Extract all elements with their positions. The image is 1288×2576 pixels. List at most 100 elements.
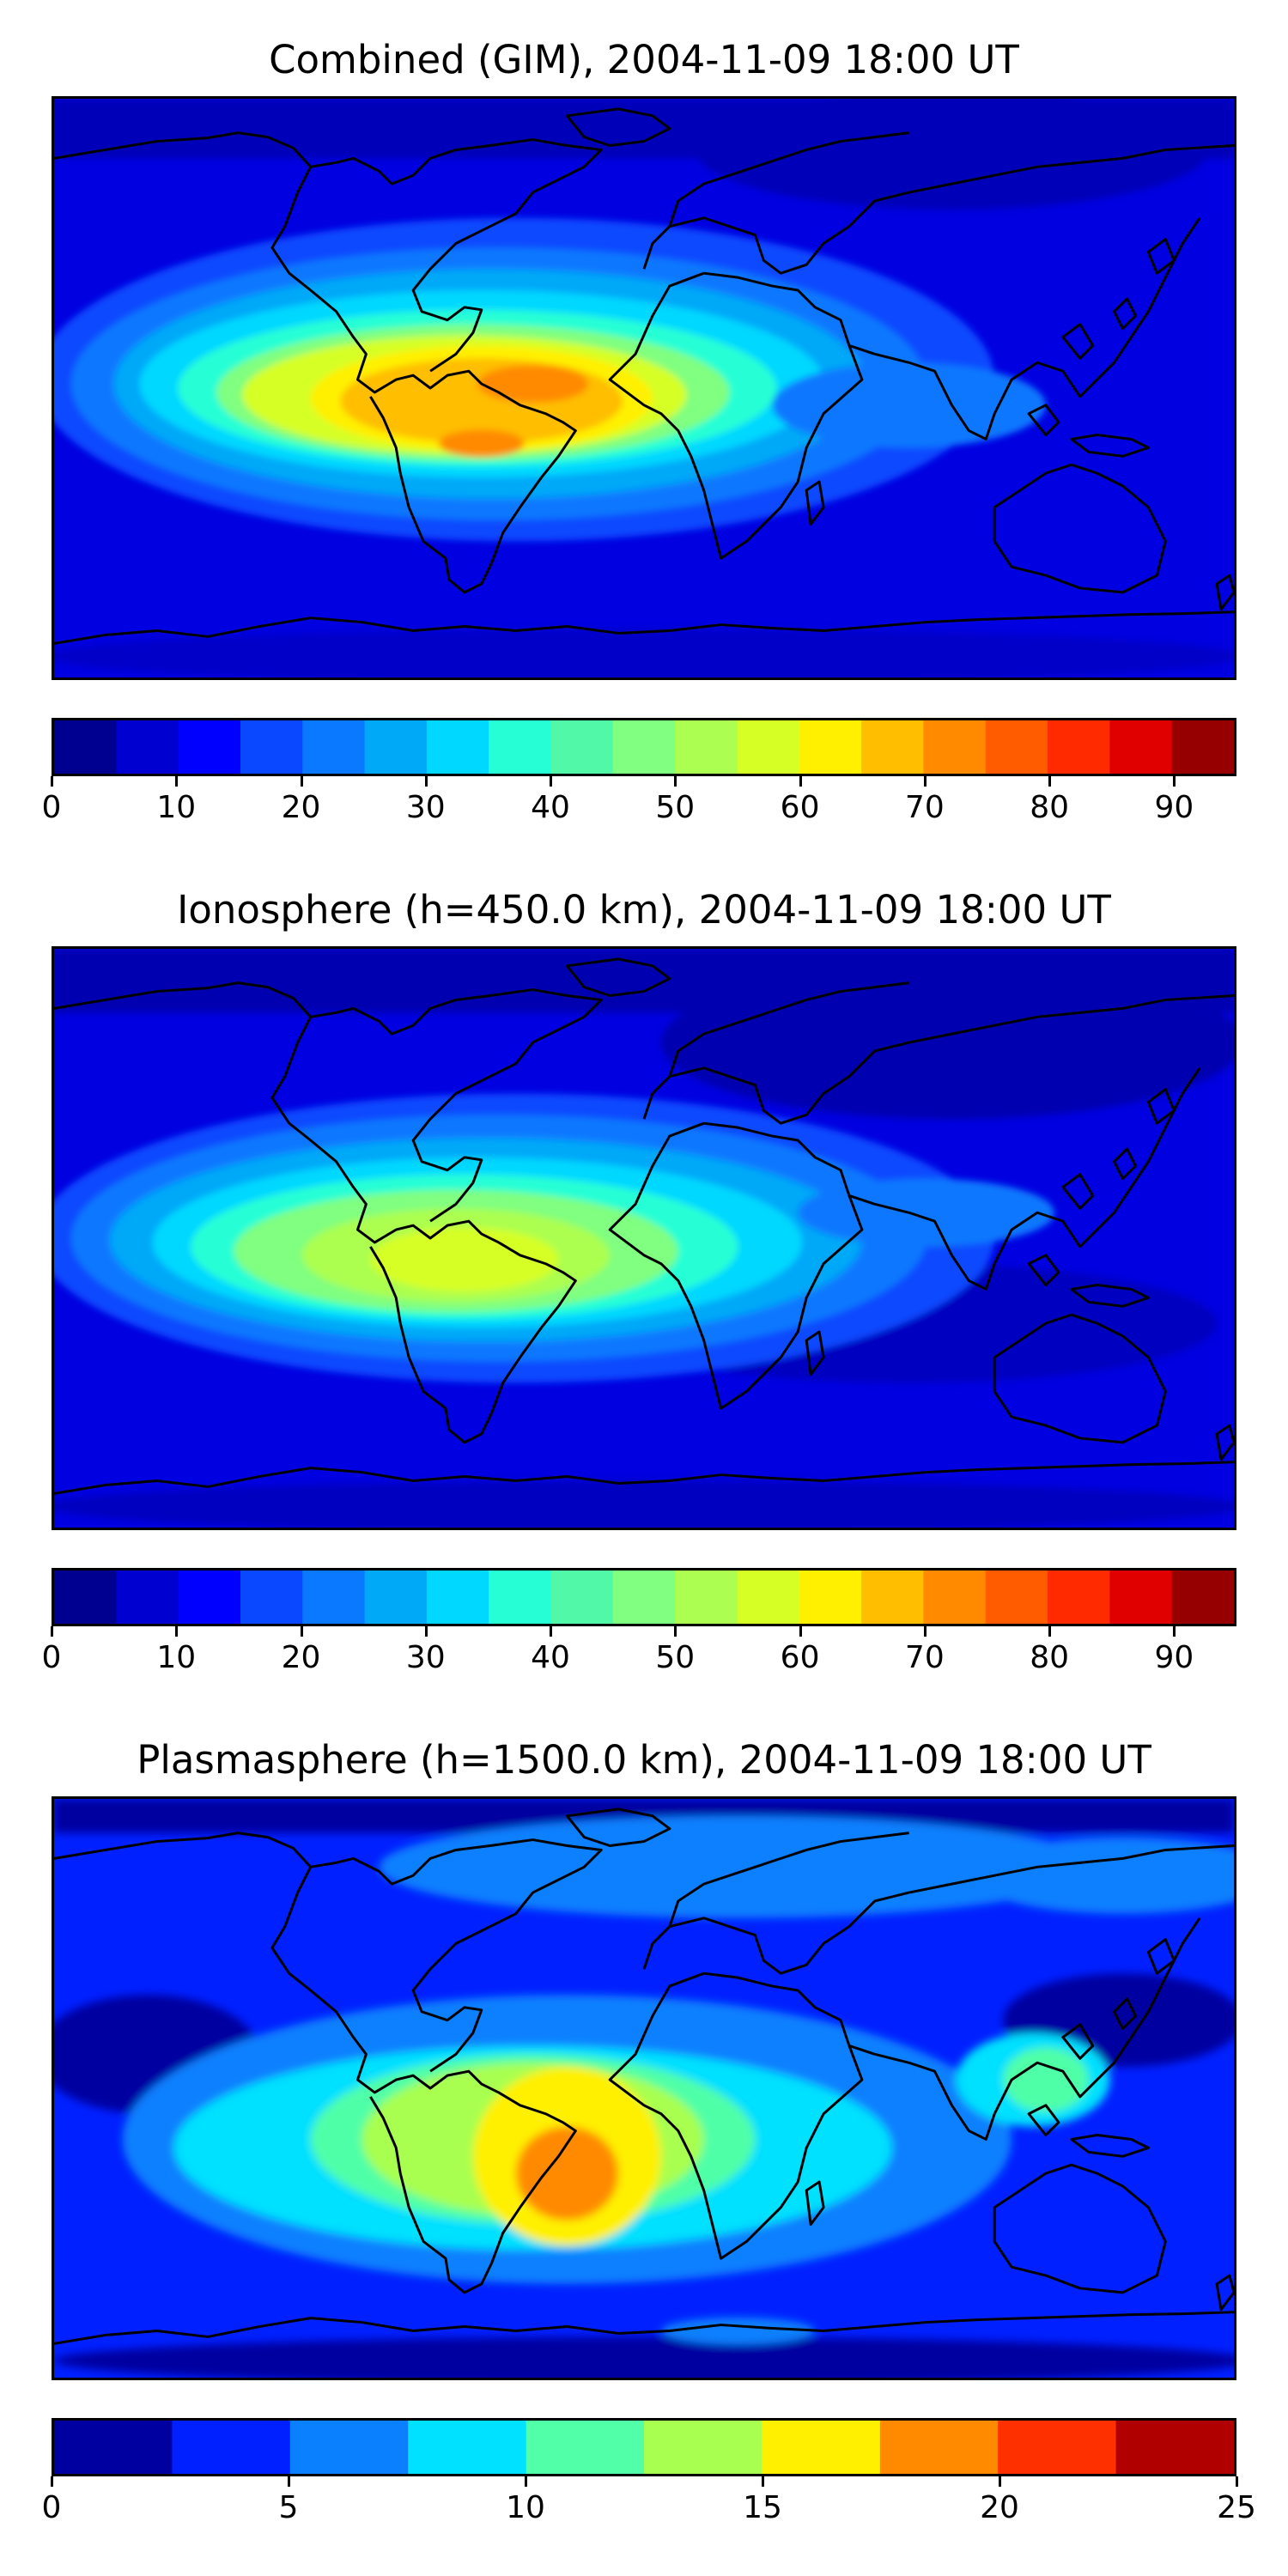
colorbar-segment	[550, 720, 614, 774]
colorbar-tick-label: 60	[780, 790, 820, 825]
colorbar-tick	[1048, 1626, 1052, 1637]
colorbar-segment	[737, 720, 800, 774]
panel-2-map	[52, 946, 1236, 1530]
colorbar-tick-label: 70	[904, 1640, 945, 1675]
panel-1-colorbar	[52, 718, 1236, 776]
colorbar-tick-label: 60	[780, 1640, 820, 1675]
panel-3-title: Plasmasphere (h=1500.0 km), 2004-11-09 1…	[137, 1737, 1151, 1783]
colorbar-tick	[923, 1626, 927, 1637]
panel-1-map	[52, 96, 1236, 680]
colorbar-tick	[799, 1626, 802, 1637]
colorbar-segment	[178, 720, 241, 774]
panel-1-title: Combined (GIM), 2004-11-09 18:00 UT	[269, 37, 1019, 82]
colorbar-tick-label: 0	[41, 1640, 62, 1675]
colorbar-tick-label: 80	[1030, 1640, 1069, 1675]
colorbar-tick	[1236, 2476, 1238, 2487]
colorbar-segment	[675, 1571, 738, 1624]
colorbar-segment	[985, 720, 1048, 774]
colorbar-tick	[550, 1626, 553, 1637]
colorbar-tick-label: 0	[41, 2490, 62, 2525]
colorbar-tick	[999, 2476, 1001, 2487]
colorbar-tick	[799, 776, 802, 787]
panel-2-title: Ionosphere (h=450.0 km), 2004-11-09 18:0…	[177, 887, 1111, 933]
colorbar-segment	[54, 2421, 173, 2474]
colorbar-tick	[762, 2476, 764, 2487]
colorbar-tick	[51, 776, 53, 787]
colorbar-tick-label: 70	[904, 790, 945, 825]
colorbar-segment	[998, 2421, 1117, 2474]
colorbar-tick	[1173, 1626, 1176, 1637]
colorbar-tick	[424, 1626, 428, 1637]
colorbar-segment	[526, 2421, 645, 2474]
colorbar-tick	[1173, 776, 1176, 787]
colorbar-tick	[1048, 776, 1052, 787]
colorbar-segment	[408, 2421, 527, 2474]
colorbar-segment	[879, 2421, 999, 2474]
colorbar-tick-label: 5	[278, 2490, 299, 2525]
colorbar-segment	[426, 720, 489, 774]
colorbar-segment	[1109, 1571, 1173, 1624]
colorbar-segment	[644, 2421, 762, 2474]
colorbar-tick-label: 40	[531, 790, 570, 825]
colorbar-tick-label: 20	[980, 2490, 1019, 2525]
colorbar-tick	[51, 1626, 53, 1637]
colorbar-segment	[612, 1571, 676, 1624]
panel-3-colorbar	[52, 2418, 1236, 2476]
colorbar-tick	[550, 776, 553, 787]
colorbar-segment	[426, 1571, 489, 1624]
colorbar-segment	[289, 2421, 409, 2474]
colorbar-tick-label: 80	[1030, 790, 1069, 825]
colorbar-segment	[364, 1571, 428, 1624]
colorbar-tick-label: 20	[281, 790, 321, 825]
colorbar-tick-label: 20	[281, 1640, 321, 1675]
colorbar-segment	[985, 1571, 1048, 1624]
colorbar-tick	[300, 776, 303, 787]
colorbar-tick	[674, 776, 677, 787]
colorbar-segment	[737, 1571, 800, 1624]
colorbar-segment	[1171, 720, 1234, 774]
colorbar-segment	[762, 2421, 881, 2474]
colorbar-tick-label: 15	[743, 2490, 782, 2525]
colorbar-segment	[116, 1571, 179, 1624]
colorbar-segment	[1109, 720, 1173, 774]
panel-3-colorbar-ticks: 0 5 10 15 20 25	[42, 2476, 1256, 2528]
panel-3-map	[52, 1796, 1236, 2380]
colorbar-tick-label: 10	[156, 1640, 197, 1675]
panel-2-colorbar	[52, 1568, 1236, 1626]
colorbar-tick-label: 10	[506, 2490, 545, 2525]
colorbar-tick	[525, 2476, 527, 2487]
colorbar-segment	[172, 2421, 291, 2474]
colorbar-segment	[1171, 1571, 1234, 1624]
colorbar-segment	[489, 720, 552, 774]
colorbar-segment	[550, 1571, 614, 1624]
colorbar-tick-label: 50	[655, 790, 696, 825]
colorbar-tick-label: 25	[1217, 2490, 1256, 2525]
colorbar-tick-label: 50	[655, 1640, 696, 1675]
colorbar-tick-label: 40	[531, 1640, 570, 1675]
colorbar-segment	[1115, 2421, 1234, 2474]
colorbar-tick-label: 30	[405, 790, 446, 825]
colorbar-segment	[54, 1571, 117, 1624]
colorbar-tick	[175, 1626, 179, 1637]
colorbar-segment	[923, 1571, 987, 1624]
colorbar-segment	[799, 1571, 862, 1624]
colorbar-tick-label: 90	[1154, 790, 1194, 825]
colorbar-segment	[861, 1571, 924, 1624]
colorbar-tick-label: 0	[41, 790, 62, 825]
colorbar-segment	[799, 720, 862, 774]
colorbar-segment	[302, 720, 366, 774]
colorbar-tick	[175, 776, 179, 787]
colorbar-segment	[116, 720, 179, 774]
colorbar-segment	[302, 1571, 366, 1624]
colorbar-segment	[364, 720, 428, 774]
colorbar-segment	[923, 720, 987, 774]
colorbar-tick	[424, 776, 428, 787]
colorbar-segment	[1048, 720, 1110, 774]
colorbar-segment	[489, 1571, 552, 1624]
colorbar-segment	[675, 720, 738, 774]
colorbar-segment	[612, 720, 676, 774]
colorbar-segment	[1048, 1571, 1110, 1624]
colorbar-tick	[674, 1626, 677, 1637]
colorbar-segment	[54, 720, 117, 774]
colorbar-segment	[240, 1571, 303, 1624]
